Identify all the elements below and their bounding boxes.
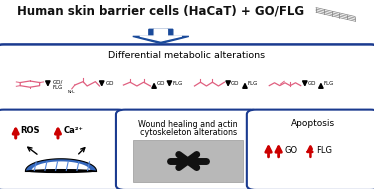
Text: Differential metabolic alterations: Differential metabolic alterations xyxy=(108,51,266,60)
Polygon shape xyxy=(25,159,96,171)
FancyBboxPatch shape xyxy=(0,110,127,189)
FancyBboxPatch shape xyxy=(133,140,243,182)
Text: FLG: FLG xyxy=(248,81,258,86)
Text: cytoskeleton alterations: cytoskeleton alterations xyxy=(140,128,237,137)
Text: GO: GO xyxy=(105,81,114,86)
Text: Apoptosis: Apoptosis xyxy=(291,119,335,128)
Text: GO/
FLG: GO/ FLG xyxy=(52,80,63,90)
Polygon shape xyxy=(133,29,189,43)
Text: ROS: ROS xyxy=(21,126,40,135)
Text: FLG: FLG xyxy=(324,81,334,86)
Text: GO: GO xyxy=(308,81,316,86)
Text: Ca²⁺: Ca²⁺ xyxy=(64,126,83,135)
Text: FLG: FLG xyxy=(316,146,332,155)
Text: FLG: FLG xyxy=(172,81,183,86)
Text: GO: GO xyxy=(157,81,166,86)
FancyBboxPatch shape xyxy=(0,44,374,115)
Text: Human skin barrier cells (HaCaT) + GO/FLG: Human skin barrier cells (HaCaT) + GO/FL… xyxy=(17,5,304,18)
Text: NH₂: NH₂ xyxy=(68,90,76,94)
Polygon shape xyxy=(140,29,182,41)
Text: GO: GO xyxy=(284,146,297,155)
Text: Wound healing and actin: Wound healing and actin xyxy=(138,120,238,129)
FancyBboxPatch shape xyxy=(116,110,260,189)
Text: GO: GO xyxy=(231,81,240,86)
Ellipse shape xyxy=(25,169,96,173)
FancyBboxPatch shape xyxy=(247,110,374,189)
